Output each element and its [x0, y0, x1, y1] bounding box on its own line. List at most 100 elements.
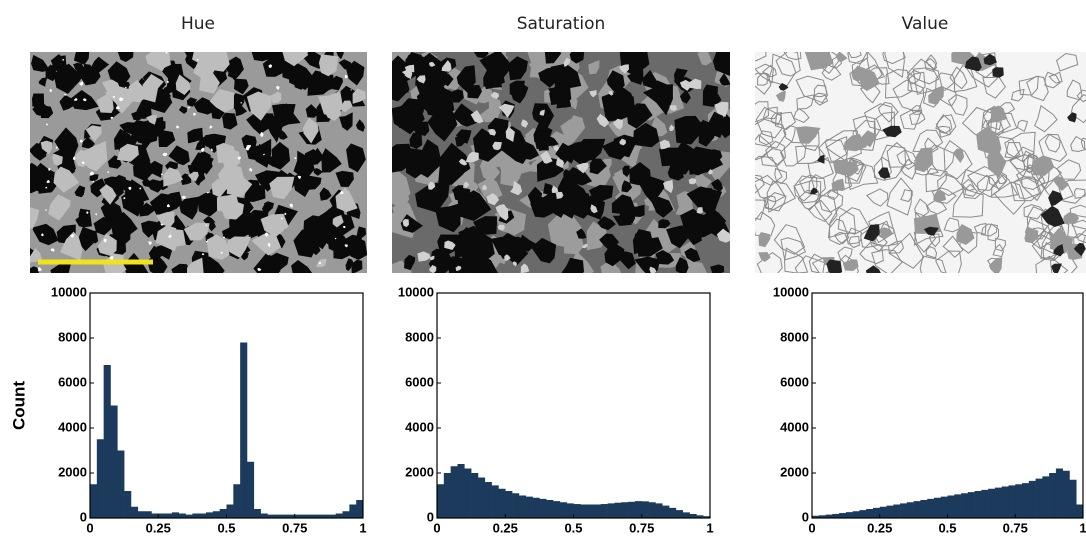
- grain: [429, 61, 436, 67]
- histogram-bar: [518, 495, 527, 518]
- grain: [868, 211, 895, 244]
- grain: [475, 86, 494, 104]
- x-tick-label: 0.5: [217, 520, 235, 535]
- grain: [458, 158, 468, 166]
- grain: [248, 219, 265, 240]
- grain: [209, 125, 213, 129]
- histogram-bar: [634, 501, 643, 518]
- grain: [933, 190, 947, 202]
- grain: [473, 52, 489, 59]
- grain: [289, 203, 293, 208]
- grain: [900, 189, 913, 203]
- grain: [563, 146, 575, 164]
- grain: [166, 203, 171, 208]
- grain: [532, 103, 554, 130]
- grain: [158, 129, 176, 147]
- grain: [222, 236, 225, 239]
- grain: [263, 153, 265, 156]
- grain: [942, 235, 964, 258]
- x-tick-label: 1: [359, 520, 366, 535]
- grain: [49, 88, 52, 93]
- grain: [762, 64, 777, 78]
- histogram-bar: [600, 504, 608, 518]
- histogram-bar: [464, 468, 472, 518]
- grain: [282, 52, 309, 67]
- grain: [97, 233, 117, 256]
- histogram-bar: [437, 484, 445, 518]
- grain: [313, 168, 323, 176]
- histogram-bar: [491, 485, 499, 518]
- grain: [784, 247, 809, 273]
- grain: [35, 174, 58, 194]
- grain: [171, 263, 191, 273]
- grain: [612, 215, 632, 226]
- histogram-bar: [457, 464, 465, 518]
- grain: [291, 260, 313, 273]
- histogram-bar: [607, 503, 615, 518]
- grain: [1010, 177, 1042, 202]
- grain: [297, 175, 301, 180]
- grain: [643, 84, 673, 116]
- grain: [658, 219, 671, 229]
- x-tick-label: 0.25: [867, 520, 892, 535]
- grain: [566, 115, 584, 134]
- grain: [451, 185, 464, 196]
- grain: [990, 105, 1008, 123]
- grain: [833, 231, 848, 245]
- grain: [81, 161, 85, 165]
- grain: [674, 68, 688, 83]
- grain: [892, 79, 925, 113]
- grain: [355, 119, 365, 132]
- grain: [775, 52, 801, 77]
- grain: [166, 80, 169, 83]
- grain: [136, 101, 152, 119]
- grain: [124, 86, 127, 88]
- grain: [1063, 212, 1079, 224]
- grain: [520, 263, 530, 273]
- histogram-bar: [967, 492, 975, 518]
- grain: [1038, 133, 1068, 162]
- grain: [110, 116, 113, 119]
- grain: [588, 60, 600, 75]
- grain: [694, 224, 706, 238]
- grain: [55, 146, 58, 149]
- grain: [947, 94, 968, 116]
- grain: [688, 178, 697, 185]
- grain: [392, 143, 416, 173]
- grain: [163, 167, 183, 187]
- histogram-bar: [587, 504, 595, 518]
- y-tick-label: 6000: [780, 374, 809, 389]
- grain: [128, 186, 132, 191]
- grain: [83, 230, 99, 244]
- grain: [74, 149, 96, 167]
- grain: [704, 206, 727, 232]
- grain: [479, 52, 512, 80]
- grain: [588, 184, 614, 203]
- grain: [235, 104, 247, 117]
- grain: [705, 149, 723, 164]
- histogram-bar: [267, 514, 275, 518]
- grain: [199, 69, 220, 94]
- grain: [1053, 244, 1064, 257]
- grain: [191, 152, 214, 174]
- grain: [865, 265, 881, 273]
- x-tick-label: 1: [706, 520, 713, 535]
- grain: [1066, 79, 1083, 101]
- grain: [1034, 104, 1058, 133]
- histogram-bar: [866, 509, 874, 518]
- grain: [632, 122, 660, 148]
- grain: [110, 256, 114, 260]
- grain: [392, 68, 410, 102]
- grain: [473, 128, 503, 162]
- grain: [597, 216, 616, 231]
- grain: [988, 173, 1007, 190]
- grain: [943, 139, 973, 180]
- grain: [1070, 94, 1086, 124]
- grain: [1080, 137, 1086, 151]
- grain: [85, 125, 102, 142]
- grain: [689, 188, 713, 205]
- y-tick-label: 2000: [405, 464, 434, 479]
- grain: [248, 167, 253, 172]
- grain: [931, 187, 957, 204]
- grain: [112, 95, 115, 99]
